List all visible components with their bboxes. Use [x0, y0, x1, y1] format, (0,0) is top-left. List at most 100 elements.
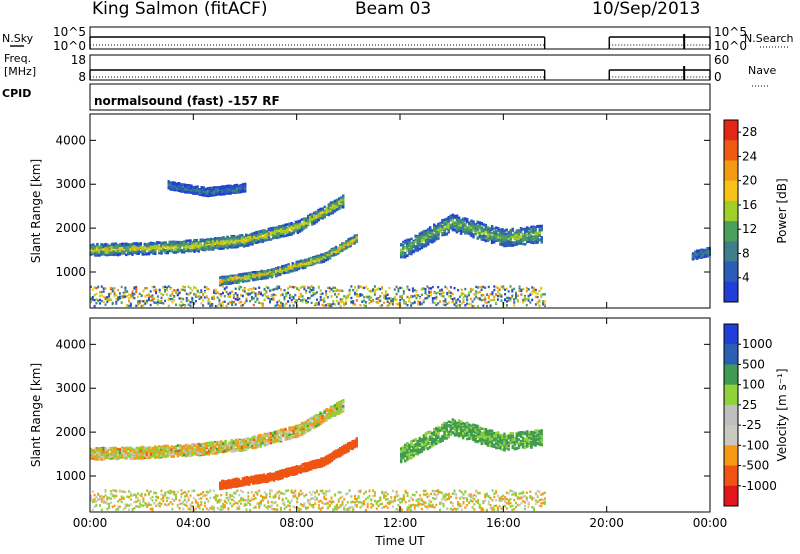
echo-cell [222, 245, 225, 248]
echo-cell [229, 301, 232, 304]
echo-cell [104, 287, 107, 290]
echo-cell [106, 296, 109, 299]
echo-cell [185, 298, 188, 301]
echo-cell [343, 295, 346, 298]
echo-cell [364, 301, 367, 304]
echo-cell [221, 279, 224, 283]
echo-cell [242, 242, 246, 245]
echo-cell [437, 222, 440, 226]
echo-cell [474, 223, 477, 227]
echo-cell [332, 302, 335, 305]
echo-cell [292, 223, 295, 226]
echo-cell [223, 300, 226, 303]
echo-cell [301, 265, 305, 269]
echo-cell [293, 269, 296, 272]
echo-cell [474, 232, 477, 236]
echo-cell [433, 226, 436, 230]
echo-cell [359, 293, 362, 296]
echo-cell [91, 296, 94, 299]
echo-cell [402, 247, 405, 251]
echo-cell [199, 247, 202, 250]
echo-cell [493, 237, 496, 240]
echo-cell [263, 293, 266, 296]
echo-cell [207, 240, 211, 243]
echo-cell [412, 249, 415, 253]
echo-cell [172, 243, 176, 247]
echo-cell [441, 233, 444, 237]
echo-cell [260, 302, 262, 305]
echo-cell [125, 246, 128, 250]
echo-cell [182, 188, 185, 192]
echo-cell [332, 253, 336, 257]
echo-cell [169, 294, 172, 297]
echo-cell [236, 244, 240, 248]
echo-cell [217, 192, 220, 196]
echo-cell [173, 188, 177, 192]
echo-cell [317, 218, 320, 222]
echo-cell [534, 228, 537, 231]
echo-cell [250, 272, 253, 276]
echo-cell [324, 259, 327, 262]
echo-cell [251, 233, 254, 236]
echo-cell [301, 295, 304, 298]
echo-cell [99, 302, 101, 305]
echo-cell [332, 300, 335, 303]
echo-cell [228, 241, 231, 245]
echo-cell [315, 215, 318, 219]
echo-cell [532, 231, 535, 234]
echo-cell [133, 248, 136, 252]
echo-cell [334, 293, 337, 296]
echo-cell [453, 228, 457, 231]
echo-cell [185, 242, 188, 246]
echo-cell [330, 288, 333, 291]
echo-cell [179, 185, 183, 189]
echo-cell [184, 190, 187, 194]
echo-cell [216, 296, 219, 299]
echo-cell [526, 236, 529, 240]
echo-cell [187, 243, 190, 246]
echo-cell [220, 247, 223, 250]
echo-cell [301, 298, 304, 301]
echo-cell [207, 299, 210, 302]
echo-cell [410, 252, 413, 256]
echo-cell [404, 252, 407, 255]
echo-cell [129, 250, 132, 253]
echo-cell [334, 247, 338, 251]
echo-cell [142, 300, 145, 303]
echo-cell [216, 239, 219, 243]
echo-cell [265, 230, 269, 233]
echo-cell [219, 280, 222, 284]
echo-cell [373, 291, 376, 294]
echo-cell [350, 296, 353, 300]
echo-cell [123, 245, 126, 248]
echo-cell [277, 266, 280, 270]
echo-cell [416, 246, 419, 249]
echo-cell [207, 238, 211, 241]
echo-cell [355, 299, 358, 302]
echo-cell [178, 246, 182, 249]
echo-cell [511, 228, 514, 231]
echo-cell [174, 242, 178, 246]
echo-cell [439, 227, 442, 231]
echo-cell [133, 251, 136, 254]
echo-cell [186, 188, 189, 192]
echo-cell [124, 286, 127, 289]
echo-cell [519, 237, 523, 241]
echo-cell [511, 235, 514, 239]
echo-cell [270, 295, 273, 298]
echo-cell [464, 218, 467, 222]
echo-cell [453, 221, 457, 225]
echo-cell [355, 289, 358, 292]
echo-cell [330, 254, 334, 257]
echo-cell [288, 296, 291, 300]
echo-cell [104, 253, 107, 257]
echo-cell [285, 294, 288, 298]
echo-cell [304, 217, 308, 220]
echo-cell [229, 192, 232, 195]
echo-cell [232, 294, 235, 297]
echo-cell [462, 219, 465, 223]
echo-cell [308, 290, 311, 294]
echo-cell [311, 213, 314, 217]
echo-cell [428, 230, 432, 234]
echo-cell [334, 286, 337, 289]
